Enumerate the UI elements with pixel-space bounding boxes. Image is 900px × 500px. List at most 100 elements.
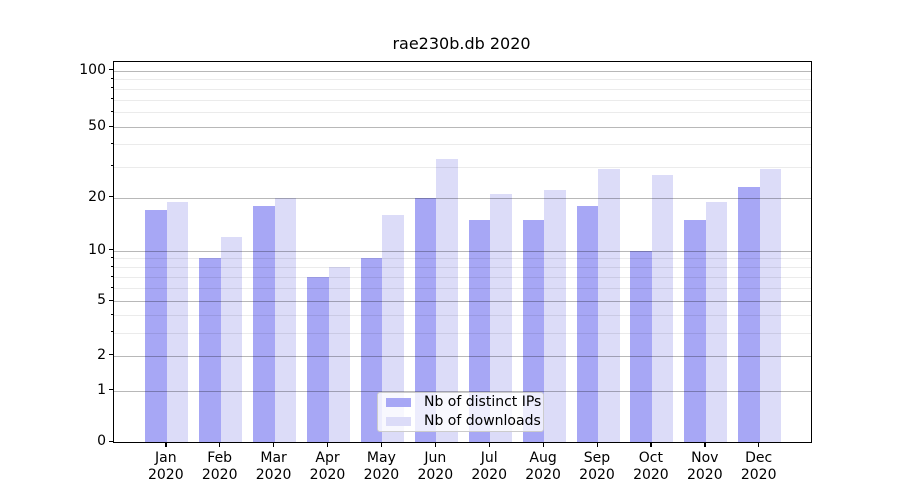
legend-label-downloads: Nb of downloads [424, 413, 541, 429]
y-minor-tick-mark [111, 331, 114, 333]
x-tick-mark [542, 442, 544, 447]
x-tick-label-aug: Aug 2020 [525, 450, 561, 483]
bar-apr-downloads [328, 267, 350, 442]
x-tick-label-dec: Dec 2020 [740, 450, 777, 483]
bar-jan-distinct-ips [145, 210, 167, 442]
gridline-major [114, 355, 811, 357]
x-tick-label-jul: Jul 2020 [471, 450, 507, 483]
bar-may-downloads [382, 214, 404, 442]
y-minor-tick-mark [111, 265, 114, 267]
gridline-minor [114, 88, 811, 90]
y-minor-tick-mark [111, 275, 114, 277]
x-tick-mark [650, 442, 652, 447]
bar-oct-downloads [651, 174, 674, 442]
y-tick-mark [109, 389, 114, 391]
y-tick-label: 20 [88, 188, 106, 205]
legend-swatch-distinct-ips-icon [386, 398, 411, 407]
x-tick-mark [327, 442, 329, 447]
bar-dec-distinct-ips [738, 186, 760, 442]
gridline-minor [114, 332, 811, 334]
y-tick-mark [109, 249, 114, 251]
bar-feb-downloads [220, 236, 243, 442]
y-minor-tick-mark [111, 165, 114, 167]
bar-oct-distinct-ips [630, 250, 652, 442]
bar-sep-distinct-ips [576, 205, 598, 442]
gridline-minor [114, 144, 811, 146]
gridline-minor [114, 267, 811, 269]
gridline-minor [114, 166, 811, 168]
bar-apr-distinct-ips [307, 277, 329, 442]
bar-aug-downloads [544, 190, 566, 442]
legend-label-distinct-ips: Nb of distinct IPs [424, 394, 542, 410]
gridline-minor [114, 99, 811, 101]
gridline-minor [114, 112, 811, 114]
y-tick-mark [109, 440, 114, 442]
y-tick-label: 100 [79, 61, 106, 78]
x-tick-mark [596, 442, 598, 447]
x-tick-label-oct: Oct 2020 [633, 450, 669, 483]
x-tick-label-feb: Feb 2020 [201, 450, 238, 483]
x-tick-label-may: May 2020 [363, 450, 400, 483]
y-minor-tick-mark [111, 98, 114, 100]
y-tick-mark [109, 125, 114, 127]
y-tick-label: 50 [88, 118, 106, 134]
bar-mar-downloads [274, 197, 297, 442]
x-tick-mark [165, 442, 167, 447]
gridline-major [114, 390, 811, 392]
bar-jul-distinct-ips [468, 219, 491, 442]
y-tick-mark [109, 299, 114, 301]
bar-feb-distinct-ips [199, 258, 221, 442]
y-minor-tick-mark [111, 313, 114, 315]
y-tick-label: 5 [97, 292, 106, 308]
gridline-minor [114, 288, 811, 290]
bar-mar-distinct-ips [253, 205, 275, 442]
gridline-major [114, 70, 811, 72]
x-tick-mark [219, 442, 221, 447]
gridline-major [114, 250, 811, 252]
x-tick-mark [488, 442, 490, 447]
bar-nov-downloads [705, 201, 728, 442]
gridline-minor [114, 258, 811, 260]
x-tick-label-sep: Sep 2020 [579, 450, 615, 483]
x-tick-label-nov: Nov 2020 [686, 450, 723, 483]
gridline-major [114, 127, 811, 128]
y-tick-label: 10 [88, 241, 106, 258]
bar-jul-downloads [490, 193, 512, 442]
y-minor-tick-mark [111, 87, 114, 89]
bar-sep-downloads [598, 169, 620, 442]
x-tick-mark [704, 442, 706, 447]
gridline-minor [114, 79, 811, 81]
y-minor-tick-mark [111, 110, 114, 112]
gridline-major [114, 301, 811, 302]
y-minor-tick-mark [111, 142, 114, 144]
y-tick-mark [109, 196, 114, 198]
x-tick-label-mar: Mar 2020 [255, 450, 292, 483]
y-tick-mark [109, 69, 114, 71]
x-tick-mark [273, 442, 275, 447]
y-minor-tick-mark [111, 77, 114, 79]
bar-aug-distinct-ips [522, 219, 545, 442]
x-tick-label-jan: Jan 2020 [147, 450, 184, 483]
bar-jun-downloads [436, 159, 458, 442]
x-tick-label-jun: Jun 2020 [417, 450, 454, 483]
x-tick-mark [434, 442, 437, 447]
x-tick-mark [380, 442, 383, 447]
gridline-minor [114, 277, 811, 279]
gridline-minor [114, 315, 811, 317]
y-tick-mark [109, 354, 114, 356]
y-minor-tick-mark [111, 256, 114, 258]
chart-title: rae230b.db 2020 [392, 34, 531, 53]
legend-row-ips: Nb of distinct IPs [386, 394, 543, 411]
gridline-major [114, 197, 811, 199]
x-tick-label-apr: Apr 2020 [309, 450, 346, 483]
x-tick-mark [758, 442, 760, 447]
legend-row-downloads: Nb of downloads [386, 413, 543, 430]
bar-jun-distinct-ips [414, 197, 437, 442]
legend: Nb of distinct IPs Nb of downloads [377, 392, 544, 432]
y-tick-label: 1 [97, 381, 106, 398]
bar-nov-distinct-ips [684, 219, 706, 442]
y-tick-label: 0 [97, 433, 106, 449]
y-minor-tick-mark [111, 286, 114, 288]
plot-area [113, 61, 812, 443]
